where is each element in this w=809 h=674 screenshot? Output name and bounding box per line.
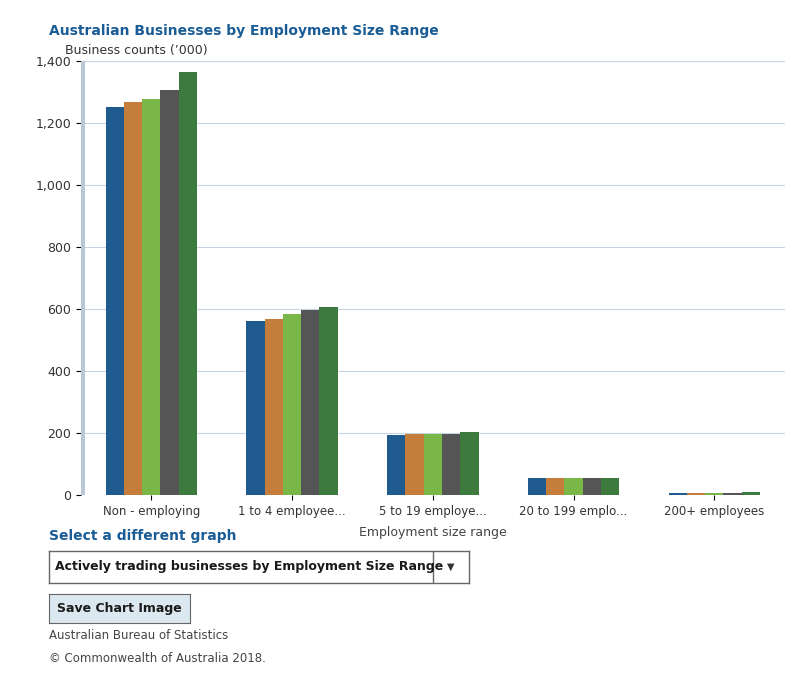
Bar [387, 435, 405, 495]
Bar [601, 478, 620, 495]
Text: © Commonwealth of Australia 2018.: © Commonwealth of Australia 2018. [49, 652, 265, 665]
Text: Australian Bureau of Statistics: Australian Bureau of Statistics [49, 629, 228, 642]
Bar [705, 493, 723, 495]
Bar [442, 434, 460, 495]
Bar [460, 432, 479, 495]
Bar [527, 479, 546, 495]
Bar [160, 90, 179, 495]
Text: Business counts (’000): Business counts (’000) [65, 44, 207, 57]
Text: Actively trading businesses by Employment Size Range: Actively trading businesses by Employmen… [55, 560, 443, 574]
Bar [301, 310, 320, 495]
Bar [405, 434, 424, 495]
Bar [142, 98, 160, 495]
Bar [265, 319, 283, 495]
Bar [582, 478, 601, 495]
Text: Australian Businesses by Employment Size Range: Australian Businesses by Employment Size… [49, 24, 438, 38]
Bar [565, 478, 582, 495]
Legend: 2013, 2014, 2015, 2016, 2017: 2013, 2014, 2015, 2016, 2017 [73, 560, 428, 575]
Bar [668, 493, 687, 495]
Bar [105, 106, 124, 495]
Text: Select a different graph: Select a different graph [49, 529, 236, 543]
X-axis label: Employment size range: Employment size range [359, 526, 506, 539]
Bar [81, 495, 785, 511]
Bar [424, 434, 442, 495]
Bar [742, 492, 760, 495]
Text: Save Chart Image: Save Chart Image [57, 602, 182, 615]
Bar [246, 321, 265, 495]
Text: ▼: ▼ [447, 562, 454, 572]
Bar [283, 314, 301, 495]
Bar [687, 493, 705, 495]
Bar [320, 307, 338, 495]
Bar [546, 478, 565, 495]
Bar [124, 102, 142, 495]
Bar [179, 72, 197, 495]
Bar [723, 493, 742, 495]
Bar [81, 61, 85, 495]
